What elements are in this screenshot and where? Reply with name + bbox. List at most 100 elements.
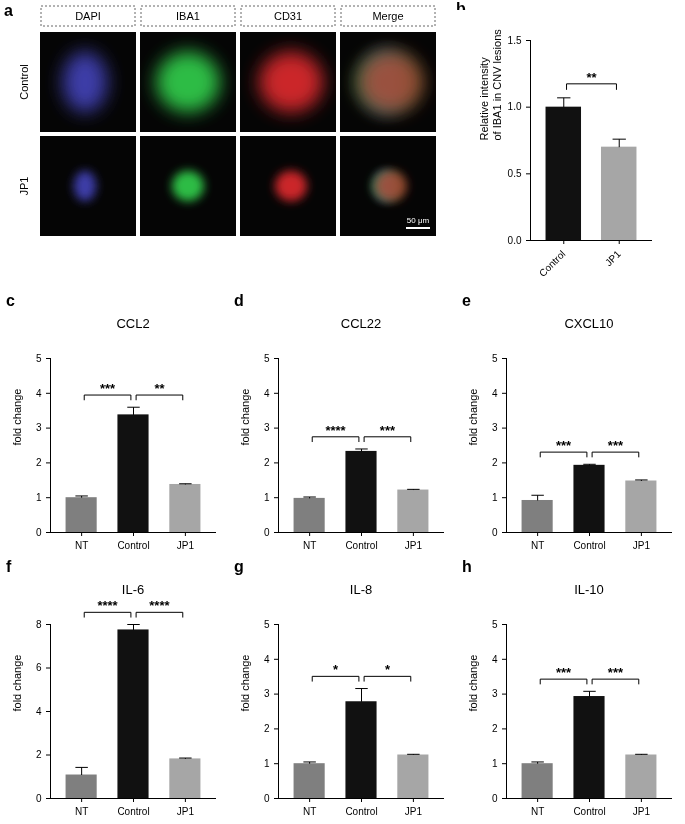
svg-text:3: 3: [264, 688, 270, 699]
svg-text:4: 4: [264, 388, 270, 399]
svg-text:Control: Control: [537, 248, 568, 279]
svg-text:****: ****: [97, 598, 118, 613]
svg-text:5: 5: [264, 619, 270, 630]
svg-text:6: 6: [36, 662, 42, 673]
svg-text:JP1: JP1: [177, 806, 195, 817]
html-text:IL-8: IL-8: [349, 582, 373, 597]
svg-text:1: 1: [492, 758, 498, 769]
svg-text:1.5: 1.5: [508, 35, 522, 46]
svg-text:fold change: fold change: [11, 389, 23, 446]
svg-text:**: **: [154, 381, 165, 396]
svg-text:4: 4: [36, 388, 42, 399]
svg-text:2: 2: [264, 723, 270, 734]
svg-text:3: 3: [492, 422, 498, 433]
svg-text:JP1: JP1: [405, 540, 423, 551]
svg-text:Control: Control: [573, 806, 605, 817]
svg-text:3: 3: [36, 422, 42, 433]
svg-text:4: 4: [36, 706, 42, 717]
html-text:f: f: [6, 558, 12, 575]
svg-text:**: **: [586, 70, 597, 85]
svg-text:Control: Control: [345, 540, 377, 551]
svg-text:JP1: JP1: [405, 806, 423, 817]
svg-text:NT: NT: [531, 540, 544, 551]
svg-text:JP1: JP1: [177, 540, 195, 551]
svg-text:***: ***: [556, 665, 572, 680]
svg-text:JP1: JP1: [603, 248, 623, 268]
svg-text:3: 3: [492, 688, 498, 699]
svg-text:NT: NT: [303, 806, 316, 817]
html-text:IL-10: IL-10: [574, 582, 604, 597]
svg-text:1: 1: [492, 492, 498, 503]
svg-text:JP1: JP1: [633, 806, 651, 817]
svg-text:***: ***: [100, 381, 116, 396]
html-text:h: h: [462, 558, 472, 575]
svg-text:fold change: fold change: [239, 655, 251, 712]
svg-text:1: 1: [36, 492, 42, 503]
svg-text:IBA1: IBA1: [176, 10, 200, 22]
svg-text:Control: Control: [117, 806, 149, 817]
svg-text:2: 2: [492, 457, 498, 468]
svg-text:1.0: 1.0: [508, 101, 522, 112]
html-text:c: c: [6, 292, 15, 309]
svg-text:fold change: fold change: [467, 389, 479, 446]
svg-text:5: 5: [492, 353, 498, 364]
svg-text:Relative intensityof IBA1 in C: Relative intensityof IBA1 in CNV lesions: [478, 29, 503, 141]
svg-text:0: 0: [264, 527, 270, 538]
svg-text:*: *: [385, 662, 391, 677]
svg-text:Control: Control: [573, 540, 605, 551]
svg-text:0: 0: [36, 793, 42, 804]
svg-text:8: 8: [36, 619, 42, 630]
svg-text:5: 5: [264, 353, 270, 364]
html-text:e: e: [462, 292, 471, 309]
svg-text:Control: Control: [18, 64, 30, 99]
svg-text:****: ****: [325, 423, 346, 438]
html-text:g: g: [234, 558, 244, 575]
svg-text:0.0: 0.0: [508, 235, 522, 246]
svg-text:0: 0: [264, 793, 270, 804]
svg-text:JP1: JP1: [633, 540, 651, 551]
svg-text:2: 2: [36, 457, 42, 468]
svg-text:4: 4: [492, 388, 498, 399]
html-text:IL-6: IL-6: [121, 582, 145, 597]
svg-text:fold change: fold change: [11, 655, 23, 712]
svg-text:NT: NT: [75, 806, 88, 817]
svg-text:***: ***: [556, 438, 572, 453]
svg-text:Merge: Merge: [372, 10, 403, 22]
html-text:CCL22: CCL22: [340, 316, 382, 331]
svg-text:fold change: fold change: [467, 655, 479, 712]
svg-text:CD31: CD31: [274, 10, 302, 22]
svg-text:****: ****: [149, 598, 170, 613]
svg-text:***: ***: [380, 423, 396, 438]
svg-text:NT: NT: [531, 806, 544, 817]
svg-text:***: ***: [608, 665, 624, 680]
svg-text:NT: NT: [303, 540, 316, 551]
svg-text:0: 0: [36, 527, 42, 538]
svg-text:Control: Control: [345, 806, 377, 817]
svg-text:***: ***: [608, 438, 624, 453]
svg-text:5: 5: [492, 619, 498, 630]
svg-text:1: 1: [264, 492, 270, 503]
svg-text:4: 4: [264, 654, 270, 665]
svg-text:NT: NT: [75, 540, 88, 551]
html-text:a: a: [4, 2, 13, 19]
svg-text:0: 0: [492, 527, 498, 538]
svg-text:*: *: [333, 662, 339, 677]
svg-text:1: 1: [264, 758, 270, 769]
svg-text:4: 4: [492, 654, 498, 665]
html-text:d: d: [234, 292, 244, 309]
svg-text:fold change: fold change: [239, 389, 251, 446]
svg-text:2: 2: [492, 723, 498, 734]
svg-text:DAPI: DAPI: [75, 10, 101, 22]
html-text:CCL2: CCL2: [116, 316, 150, 331]
svg-text:5: 5: [36, 353, 42, 364]
svg-text:0: 0: [492, 793, 498, 804]
svg-text:3: 3: [264, 422, 270, 433]
html-text:b: b: [456, 0, 466, 17]
html-text:CXCL10: CXCL10: [564, 316, 614, 331]
svg-text:JP1: JP1: [18, 177, 30, 196]
svg-text:Control: Control: [117, 540, 149, 551]
svg-text:2: 2: [36, 749, 42, 760]
svg-text:50 μm: 50 μm: [407, 216, 430, 225]
svg-text:0.5: 0.5: [508, 168, 522, 179]
svg-text:2: 2: [264, 457, 270, 468]
